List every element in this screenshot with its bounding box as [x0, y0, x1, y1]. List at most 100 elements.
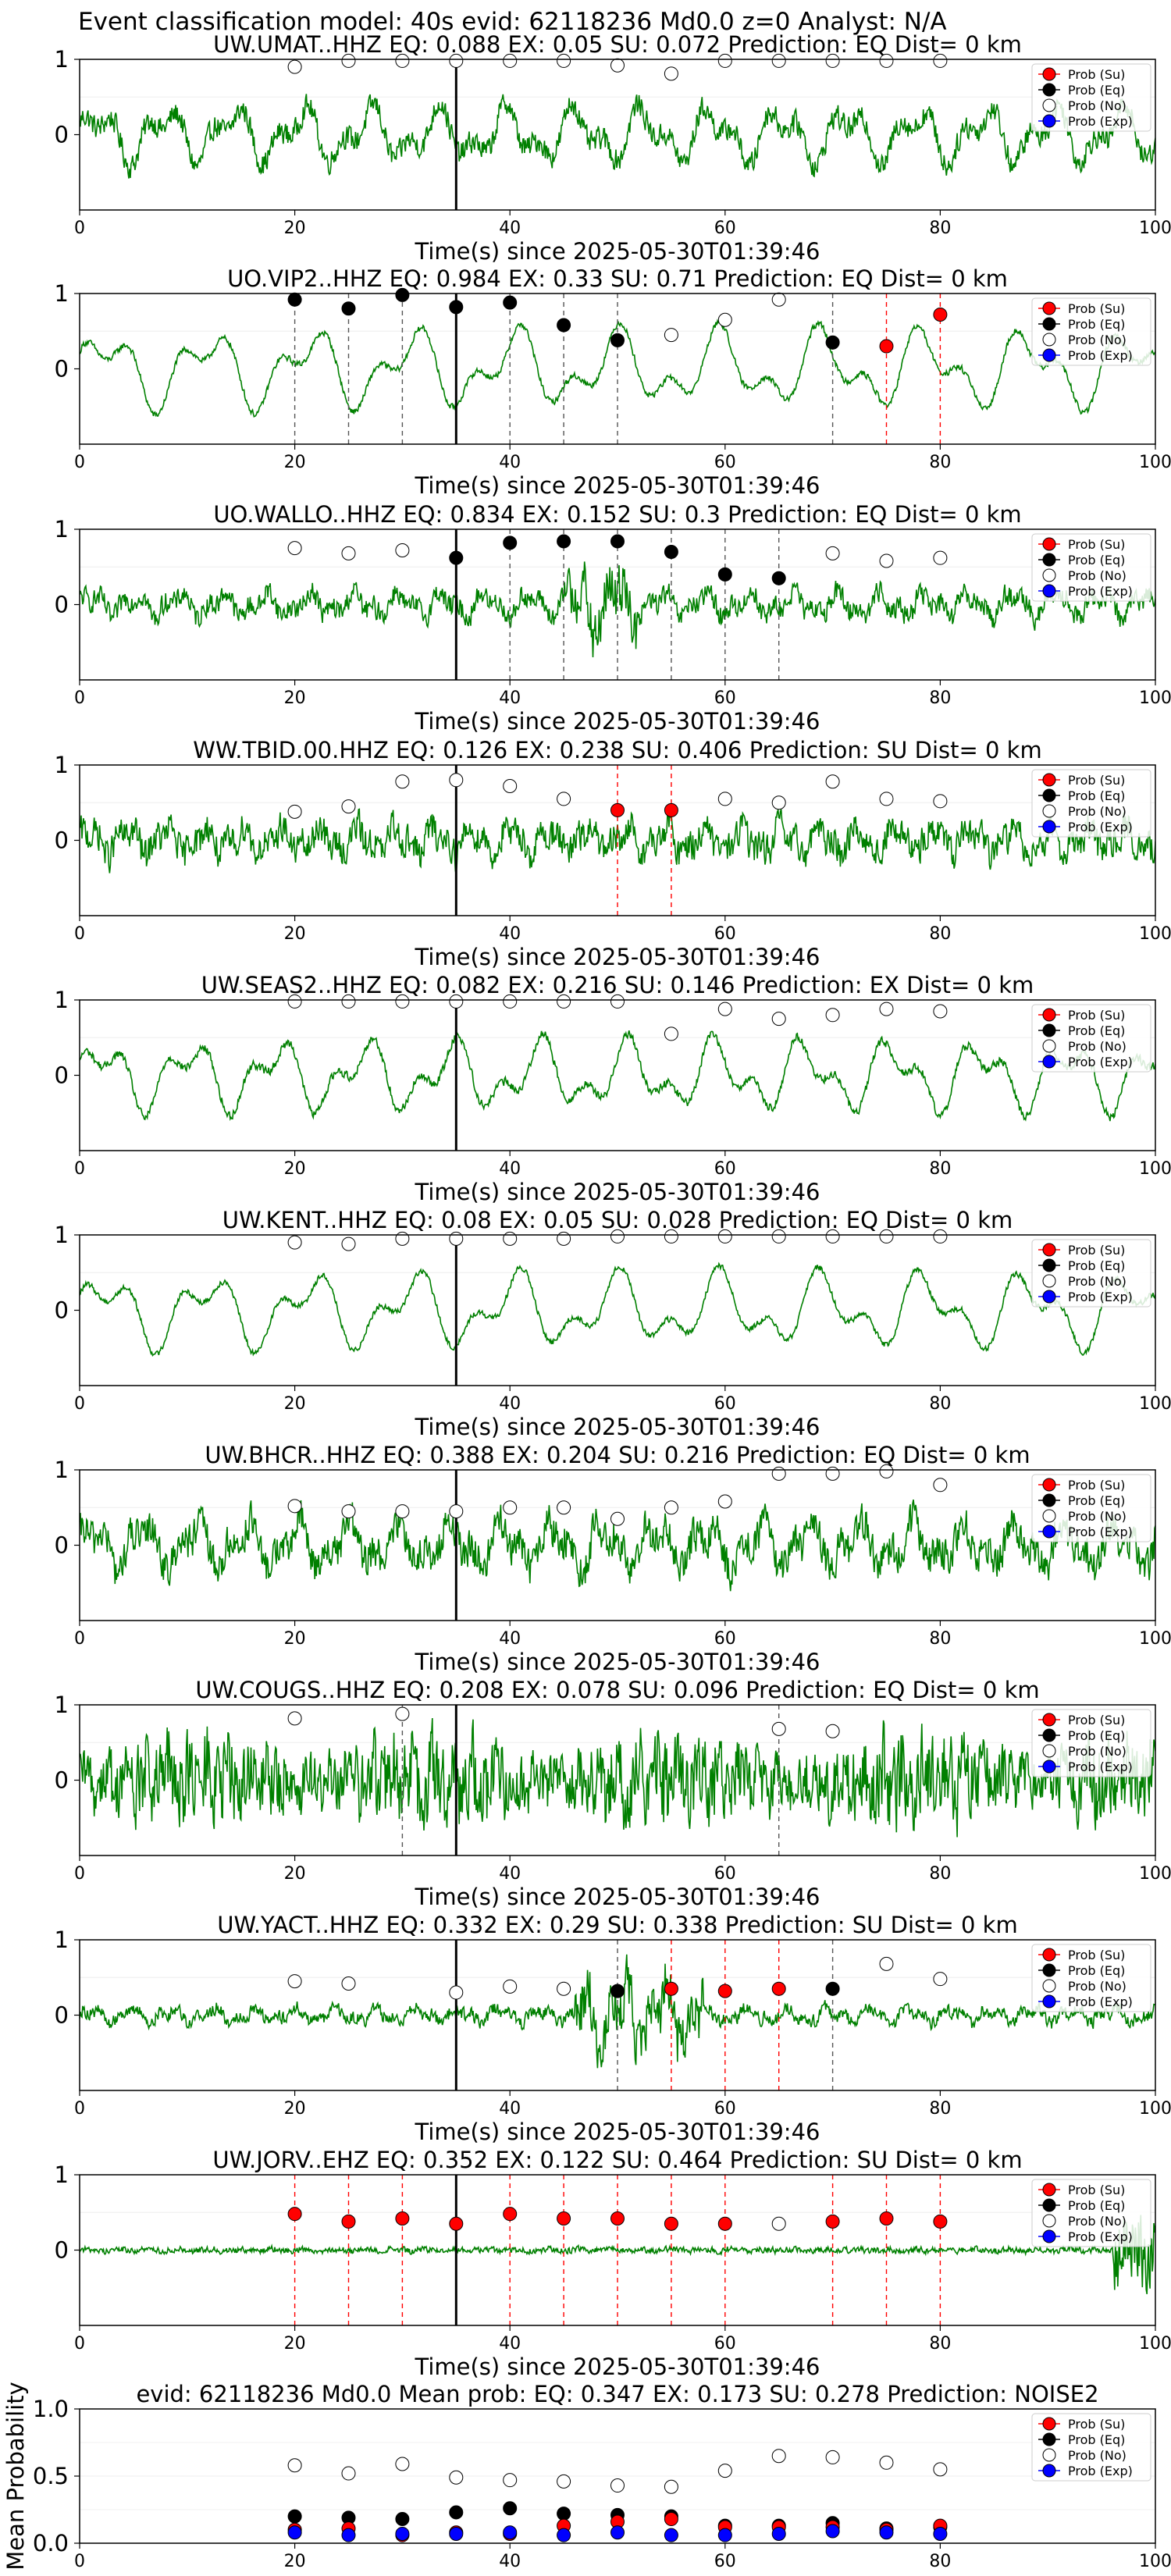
marker-prob-exp [717, 2528, 732, 2542]
x-tick-label: 20 [284, 2099, 306, 2119]
legend-marker [1042, 537, 1056, 551]
legend-marker [1042, 2432, 1056, 2446]
marker-prob-no [771, 1466, 786, 1481]
marker-prob-eq [449, 550, 464, 565]
legend-marker [1042, 1023, 1056, 1037]
legend-marker [1042, 1509, 1056, 1523]
marker-prob-no [341, 1976, 356, 1991]
legend-label: Prob (Su) [1068, 1008, 1125, 1023]
y-tick-label: 0 [55, 356, 69, 382]
panel-4: WW.TBID.00.HHZ EQ: 0.126 EX: 0.238 SU: 0… [55, 737, 1171, 970]
legend-label: Prob (Su) [1068, 773, 1125, 788]
marker-prob-no [610, 1511, 625, 1526]
y-tick-label: 0 [55, 1062, 69, 1089]
marker-prob-eq [825, 335, 840, 350]
legend-marker [1042, 2214, 1056, 2228]
legend-marker [1042, 1258, 1056, 1272]
marker-prob-no [825, 1466, 840, 1481]
axes-frame [79, 764, 1156, 916]
legend-marker [1042, 788, 1056, 802]
x-tick-label: 60 [714, 1394, 736, 1414]
axes-frame [79, 999, 1156, 1151]
legend-marker [1042, 2183, 1056, 2197]
x-tick-label: 40 [499, 2334, 521, 2354]
waveform-trace [80, 1717, 1155, 1838]
marker-prob-no [503, 1231, 518, 1246]
marker-prob-no [557, 1500, 571, 1515]
x-tick-label: 80 [929, 1159, 951, 1179]
panel-7: UW.BHCR..HHZ EQ: 0.388 EX: 0.204 SU: 0.2… [55, 1442, 1171, 1675]
panel-title: UW.UMAT..HHZ EQ: 0.088 EX: 0.05 SU: 0.07… [213, 31, 1022, 58]
marker-prob-su [933, 2214, 948, 2229]
marker-prob-no [879, 1464, 894, 1478]
y-tick-label: 0 [55, 1767, 69, 1794]
x-tick-label: 80 [929, 2334, 951, 2354]
legend-marker [1042, 2229, 1056, 2243]
panel-mean-probability: evid: 62118236 Md0.0 Mean prob: EQ: 0.34… [2, 2381, 1171, 2571]
y-tick-label: 0 [55, 1297, 69, 1324]
legend-label: Prob (No) [1068, 1744, 1127, 1759]
legend-box [1031, 2179, 1151, 2247]
marker-prob-no [933, 2462, 948, 2477]
marker-prob-eq [717, 567, 732, 582]
legend-label: Prob (Eq) [1068, 553, 1125, 568]
marker-prob-no [395, 1504, 410, 1519]
y-tick-label: 1 [55, 1692, 69, 1718]
axes-frame [79, 293, 1156, 445]
legend-label: Prob (No) [1068, 1979, 1127, 1994]
y-axis-label: Mean Probability [2, 2382, 29, 2571]
marker-prob-no [557, 1981, 571, 1996]
x-tick-label: 20 [284, 453, 306, 472]
marker-prob-su [664, 802, 678, 817]
x-tick-label: 40 [499, 1159, 521, 1179]
x-tick-label: 40 [499, 1394, 521, 1414]
x-tick-label: 80 [929, 1394, 951, 1414]
marker-prob-eq [557, 534, 571, 549]
marker-prob-no [664, 1500, 678, 1515]
marker-prob-su [503, 2207, 518, 2222]
legend-label: Prob (Eq) [1068, 83, 1125, 98]
marker-prob-su [395, 2211, 410, 2226]
legend-marker [1042, 1713, 1056, 1727]
marker-prob-exp [287, 2525, 302, 2540]
marker-prob-no [610, 1229, 625, 1244]
legend-marker [1042, 568, 1056, 582]
marker-prob-eq [449, 2505, 464, 2520]
marker-prob-eq [825, 1981, 840, 1996]
panel-5: UW.SEAS2..HHZ EQ: 0.082 EX: 0.216 SU: 0.… [55, 972, 1171, 1205]
marker-prob-no [717, 792, 732, 806]
panel-title: UW.JORV..EHZ EQ: 0.352 EX: 0.122 SU: 0.4… [212, 2147, 1022, 2173]
marker-prob-no [717, 1229, 732, 1244]
x-tick-label: 20 [284, 219, 306, 238]
x-tick-label: 0 [74, 1159, 85, 1179]
marker-prob-no [933, 1478, 948, 1493]
marker-prob-su [341, 2214, 356, 2229]
marker-prob-no [933, 53, 948, 68]
marker-prob-exp [610, 2525, 625, 2540]
legend-marker [1042, 1994, 1056, 2008]
x-tick-label: 0 [74, 1394, 85, 1414]
x-tick-label: 100 [1139, 1629, 1171, 1649]
marker-prob-su [610, 802, 625, 817]
marker-prob-eq [503, 2501, 518, 2516]
x-tick-label: 100 [1139, 688, 1171, 708]
marker-prob-exp [933, 2526, 948, 2541]
marker-prob-exp [664, 2528, 678, 2542]
y-tick-label: 1 [55, 1927, 69, 1953]
marker-prob-no [771, 1229, 786, 1244]
x-tick-label: 80 [929, 1864, 951, 1884]
legend-marker [1042, 1055, 1056, 1069]
legend-marker [1042, 1728, 1056, 1742]
legend-box [1031, 1709, 1151, 1777]
x-tick-label: 80 [929, 924, 951, 944]
legend-marker [1042, 2198, 1056, 2212]
x-tick-label: 60 [714, 453, 736, 472]
marker-prob-eq [664, 544, 678, 559]
legend-label: Prob (No) [1068, 333, 1127, 347]
marker-prob-no [933, 1004, 948, 1019]
legend-label: Prob (Exp) [1068, 348, 1133, 363]
panel-10: UW.JORV..EHZ EQ: 0.352 EX: 0.122 SU: 0.4… [55, 2147, 1171, 2380]
x-tick-label: 60 [714, 2552, 736, 2571]
legend-marker [1042, 2464, 1056, 2478]
x-tick-label: 60 [714, 1864, 736, 1884]
